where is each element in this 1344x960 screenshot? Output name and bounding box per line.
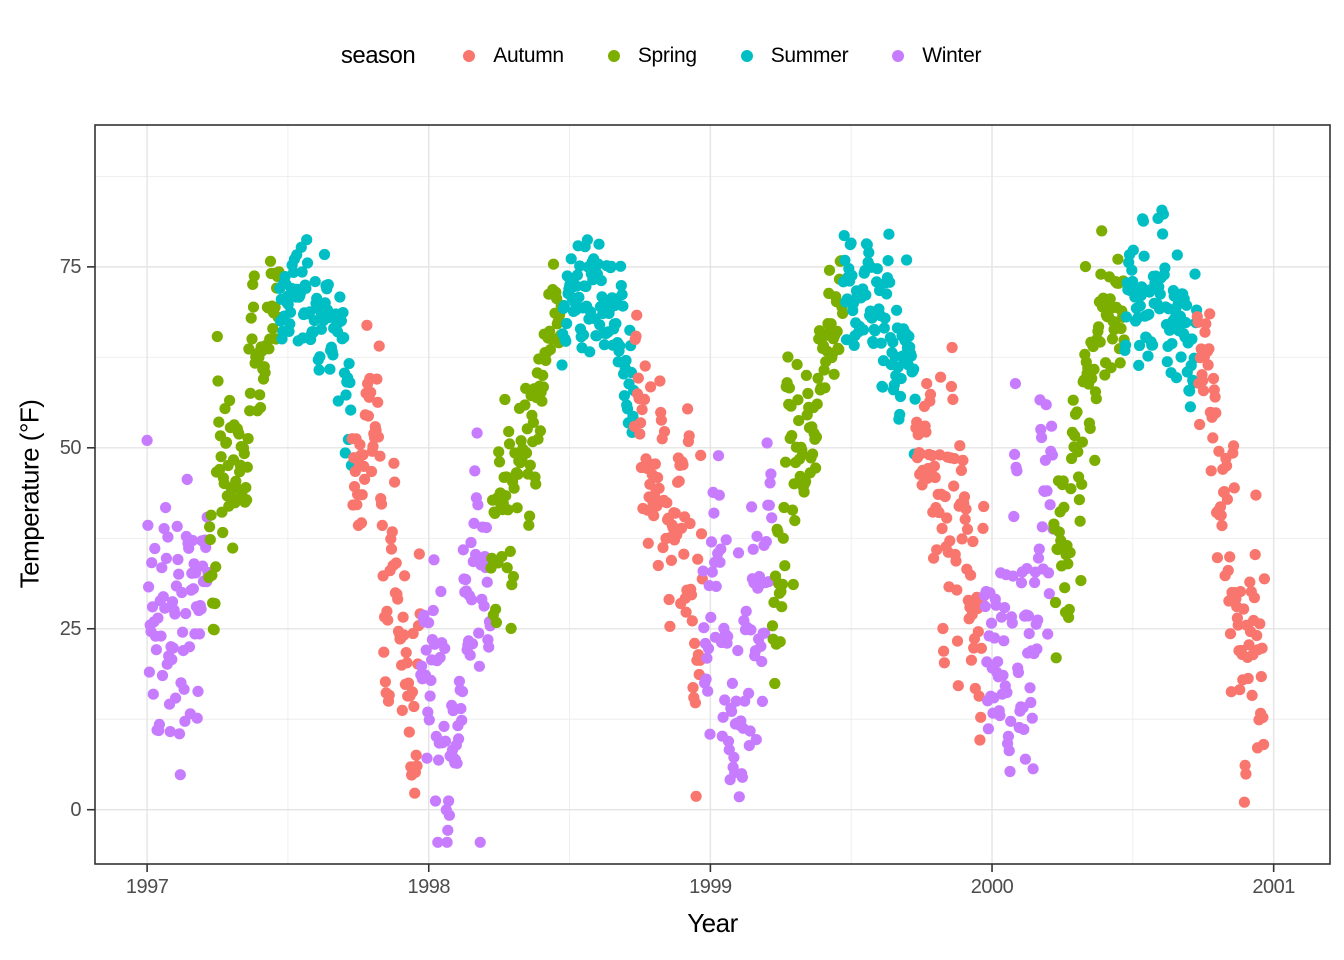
- x-tick-label: 1999: [689, 876, 732, 898]
- x-tick-label: 2000: [970, 876, 1014, 898]
- x-tick-label: 2001: [1252, 876, 1295, 898]
- legend-dot-winter-icon: [892, 50, 905, 62]
- legend-title: season: [340, 42, 416, 69]
- x-axis-title: Year: [687, 908, 738, 938]
- legend-label-winter: Winter: [922, 44, 982, 67]
- legend-item-winter: Winter: [892, 44, 981, 68]
- legend-item-autumn: Autumn: [463, 44, 564, 68]
- legend-dot-spring-icon: [607, 50, 620, 62]
- y-tick-label: 0: [70, 798, 81, 821]
- data-points: [141, 204, 1270, 848]
- legend: season Autumn Spring Summer Winter: [0, 32, 1344, 80]
- y-axis-title: Temperature (°F): [14, 399, 45, 589]
- x-tick-label: 1998: [407, 876, 450, 898]
- x-tick-label: 1997: [125, 876, 169, 898]
- legend-item-summer: Summer: [740, 44, 849, 68]
- y-tick-label: 25: [59, 617, 82, 640]
- y-tick-label: 75: [59, 255, 82, 278]
- legend-label-autumn: Autumn: [493, 44, 564, 67]
- x-axis-tick-labels: 1997 1998 1999 2000 2001: [0, 876, 1344, 902]
- legend-label-spring: Spring: [637, 44, 697, 67]
- legend-dot-autumn-icon: [463, 50, 476, 62]
- y-tick-label: 50: [59, 436, 82, 459]
- axis-ticks: [87, 266, 1275, 872]
- y-axis-tick-labels: 0 25 50 75: [0, 0, 82, 960]
- legend-item-spring: Spring: [607, 44, 697, 68]
- legend-dot-summer-icon: [740, 50, 753, 62]
- legend-label-summer: Summer: [770, 44, 849, 67]
